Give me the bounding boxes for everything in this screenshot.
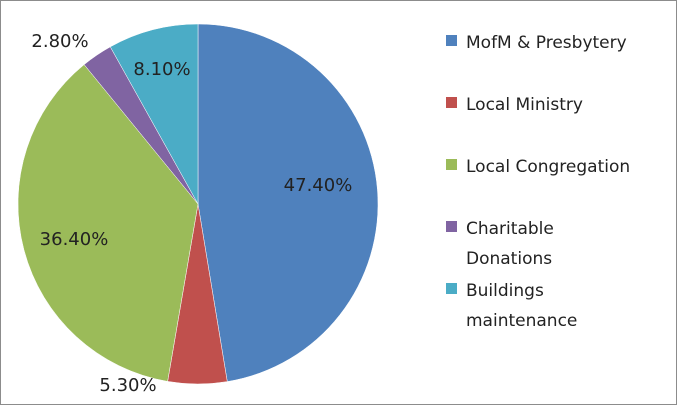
legend-label: Local Ministry <box>466 95 583 115</box>
data-label: 47.40% <box>284 175 353 196</box>
legend-swatch <box>446 221 457 232</box>
legend-item: MofM & Presbytery <box>446 28 656 58</box>
legend-item: Local Congregation <box>446 152 656 182</box>
legend-item: Buildings maintenance <box>446 276 656 336</box>
pie-slice <box>197 23 379 382</box>
pie-slice <box>17 64 199 382</box>
legend-item: Charitable Donations <box>446 214 656 274</box>
data-label: 8.10% <box>133 59 190 80</box>
data-label: 2.80% <box>31 31 88 52</box>
legend-label: Charitable Donations <box>466 219 554 269</box>
legend-item: Local Ministry <box>446 90 656 120</box>
pie-slice <box>109 23 199 205</box>
data-label: 36.40% <box>40 229 109 250</box>
legend-label: Local Congregation <box>466 157 631 177</box>
data-label: 5.30% <box>99 375 156 396</box>
legend-label: Buildings maintenance <box>466 281 578 331</box>
legend-label: MofM & Presbytery <box>466 33 627 53</box>
legend-swatch <box>446 159 457 170</box>
legend-swatch <box>446 35 457 46</box>
legend-swatch <box>446 97 457 108</box>
legend-swatch <box>446 283 457 294</box>
